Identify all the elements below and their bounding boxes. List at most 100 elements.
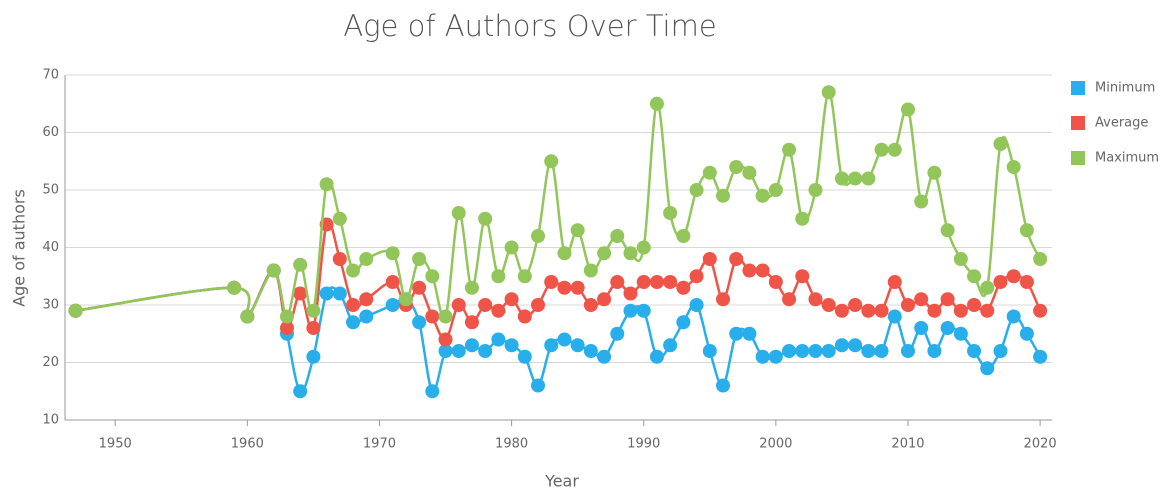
x-tick-label: 2010: [891, 437, 924, 452]
point: [927, 165, 942, 180]
point: [649, 96, 664, 111]
point: [940, 321, 955, 335]
point: [953, 252, 968, 266]
x-tick-label: 1970: [363, 437, 396, 452]
point: [927, 303, 942, 318]
y-tick-label: 70: [42, 68, 59, 83]
point: [768, 183, 783, 197]
point: [451, 206, 466, 220]
point: [293, 286, 308, 301]
point: [689, 183, 704, 197]
point: [68, 303, 83, 318]
point: [557, 280, 572, 295]
point: [834, 338, 849, 353]
y-tick-label: 10: [42, 413, 59, 428]
point: [1019, 223, 1034, 238]
point: [861, 171, 876, 186]
point: [412, 252, 427, 266]
point: [967, 344, 982, 358]
point: [332, 211, 347, 226]
point: [306, 303, 321, 318]
point: [755, 188, 770, 203]
point: [782, 292, 797, 307]
point: [676, 229, 691, 243]
point: [451, 344, 466, 358]
point: [306, 349, 321, 364]
point: [887, 275, 902, 289]
point: [636, 275, 651, 289]
legend-label: Minimum: [1095, 81, 1155, 96]
point: [583, 298, 598, 312]
point: [887, 142, 902, 157]
point: [425, 309, 440, 324]
point: [940, 223, 955, 238]
point: [861, 303, 876, 318]
point: [504, 240, 519, 255]
point: [808, 183, 823, 197]
point: [953, 303, 968, 318]
point: [346, 298, 361, 312]
point: [438, 332, 453, 347]
point: [293, 257, 308, 272]
point: [795, 344, 810, 358]
point: [702, 344, 717, 358]
point: [716, 188, 730, 203]
point: [425, 269, 440, 284]
x-tick-label: 1990: [627, 437, 660, 452]
legend-swatch: [1071, 151, 1085, 165]
y-tick-label: 30: [42, 298, 59, 313]
point: [768, 275, 783, 289]
legend-label: Maximum: [1095, 151, 1159, 166]
point: [887, 309, 902, 324]
point: [1033, 303, 1048, 318]
point: [385, 246, 400, 261]
point: [1019, 326, 1034, 341]
point: [623, 286, 638, 301]
point: [953, 326, 968, 341]
point: [649, 349, 664, 364]
y-tick-label: 50: [42, 183, 59, 198]
point: [531, 229, 546, 243]
point: [702, 252, 717, 266]
point: [623, 246, 638, 261]
point: [597, 246, 612, 261]
point: [266, 263, 281, 278]
point: [478, 344, 493, 358]
point: [914, 321, 929, 335]
point: [332, 286, 347, 301]
legend-label: Average: [1095, 116, 1148, 131]
point: [346, 263, 361, 278]
point: [359, 252, 374, 266]
point: [1006, 309, 1021, 324]
y-axis-label: Age of authors: [10, 189, 29, 307]
point: [649, 275, 664, 289]
point: [398, 292, 413, 307]
point: [676, 315, 691, 330]
point: [227, 280, 242, 295]
point: [597, 292, 612, 307]
point: [742, 326, 757, 341]
point: [874, 344, 889, 358]
point: [716, 292, 730, 307]
x-tick-label: 1960: [231, 437, 264, 452]
point: [1033, 349, 1048, 364]
point: [570, 338, 585, 353]
point: [993, 344, 1008, 358]
point: [729, 252, 744, 266]
point: [478, 211, 493, 226]
point: [914, 194, 929, 209]
point: [861, 344, 876, 358]
point: [583, 344, 598, 358]
point: [464, 315, 479, 330]
point: [729, 326, 744, 341]
point: [464, 280, 479, 295]
point: [1033, 252, 1048, 266]
point: [319, 177, 334, 192]
y-tick-label: 40: [42, 240, 59, 255]
point: [689, 298, 704, 312]
point: [438, 309, 453, 324]
x-tick-label: 2020: [1024, 437, 1057, 452]
point: [491, 269, 506, 284]
point: [848, 338, 863, 353]
point: [967, 269, 982, 284]
